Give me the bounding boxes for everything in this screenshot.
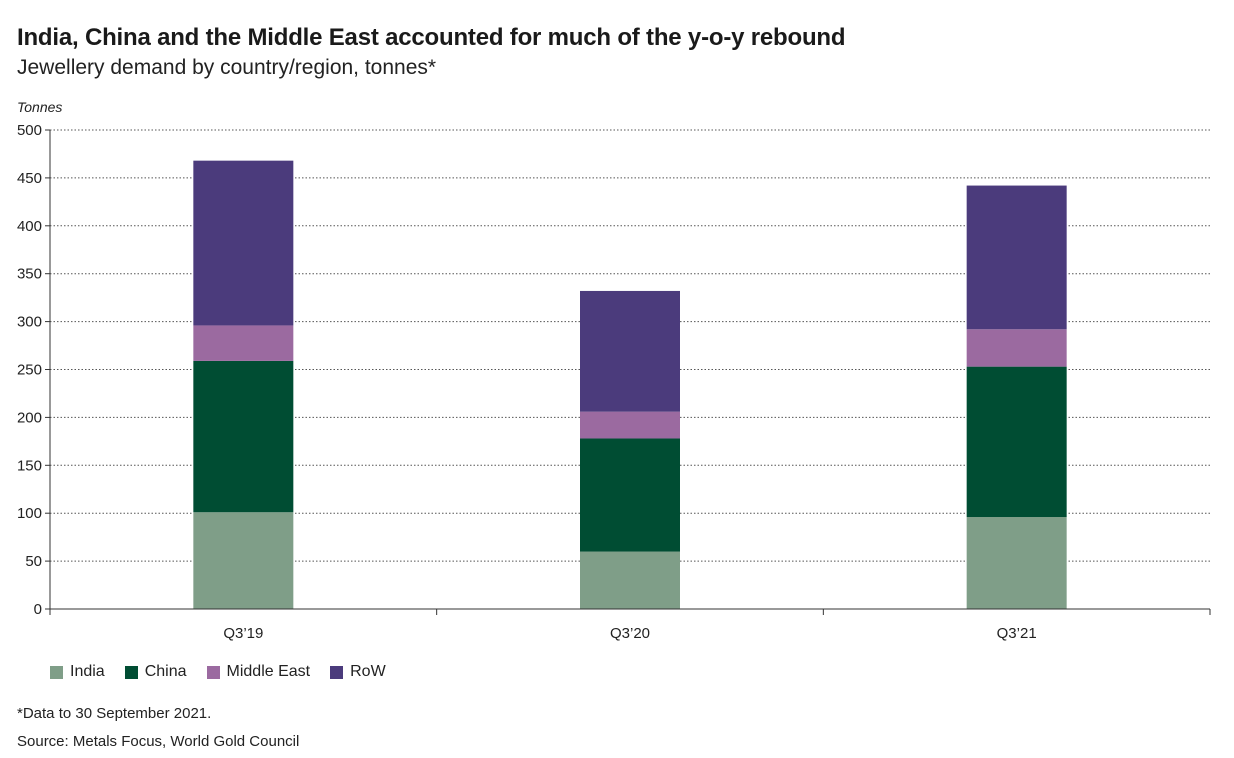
y-tick-label: 0 — [34, 601, 42, 618]
y-tick-label: 200 — [17, 409, 42, 426]
legend-label: China — [144, 663, 187, 680]
bar-segment-row — [966, 185, 1067, 330]
y-tick-label: 300 — [17, 314, 42, 331]
legend-label: India — [70, 663, 105, 680]
bar-segment-india — [966, 517, 1067, 609]
y-tick-label: 250 — [17, 362, 42, 379]
y-tick-label: 100 — [17, 505, 42, 522]
bar-segment-middle-east — [193, 325, 294, 361]
x-tick-label: Q3’20 — [610, 625, 650, 642]
legend-swatch — [50, 665, 63, 679]
y-tick-label: 400 — [17, 218, 42, 235]
chart-title: India, China and the Middle East account… — [17, 24, 846, 51]
bar-segment-india — [580, 551, 680, 609]
bar-segment-middle-east — [580, 411, 680, 439]
axes: 0 50 100 150 200 250 300 350 400 450 500 Q3’19 Q3’20… — [17, 122, 1211, 642]
footnote: *Data to 30 September 2021. — [17, 705, 212, 722]
bar-segment-row — [193, 160, 294, 326]
bar-segment-middle-east — [966, 329, 1067, 367]
legend-item: RoW — [330, 663, 386, 681]
source-note: Source: Metals Focus, World Gold Council — [17, 733, 300, 750]
y-axis-label: Tonnes — [17, 99, 63, 115]
legend-swatch — [124, 665, 138, 679]
legend-item: India — [50, 663, 105, 681]
x-tick-label: Q3’21 — [997, 625, 1037, 642]
bar-segment-row — [580, 290, 680, 412]
bars — [193, 160, 1067, 609]
chart-legend: India China Middle East RoW — [50, 663, 386, 681]
bar-segment-china — [580, 438, 680, 552]
legend-label: Middle East — [226, 663, 311, 680]
y-tick-label: 350 — [17, 266, 42, 283]
stacked-bar-chart: 0 50 100 150 200 250 300 350 400 450 500 Q3’19 Q3’20… — [17, 122, 1211, 642]
y-tick-label: 500 — [17, 122, 42, 139]
y-tick-label: 150 — [17, 457, 42, 474]
legend-item: Middle East — [206, 663, 311, 681]
y-tick-label: 50 — [25, 553, 42, 570]
y-tick-label: 450 — [17, 170, 42, 187]
bar-segment-china — [966, 366, 1067, 518]
legend-label: RoW — [350, 663, 386, 680]
legend-swatch — [330, 665, 344, 679]
bar-segment-india — [193, 512, 294, 609]
x-tick-label: Q3’19 — [223, 625, 263, 642]
bar-segment-china — [193, 360, 294, 513]
legend-item: China — [124, 663, 187, 681]
legend-swatch — [206, 665, 220, 679]
chart-subtitle: Jewellery demand by country/region, tonn… — [17, 56, 437, 79]
